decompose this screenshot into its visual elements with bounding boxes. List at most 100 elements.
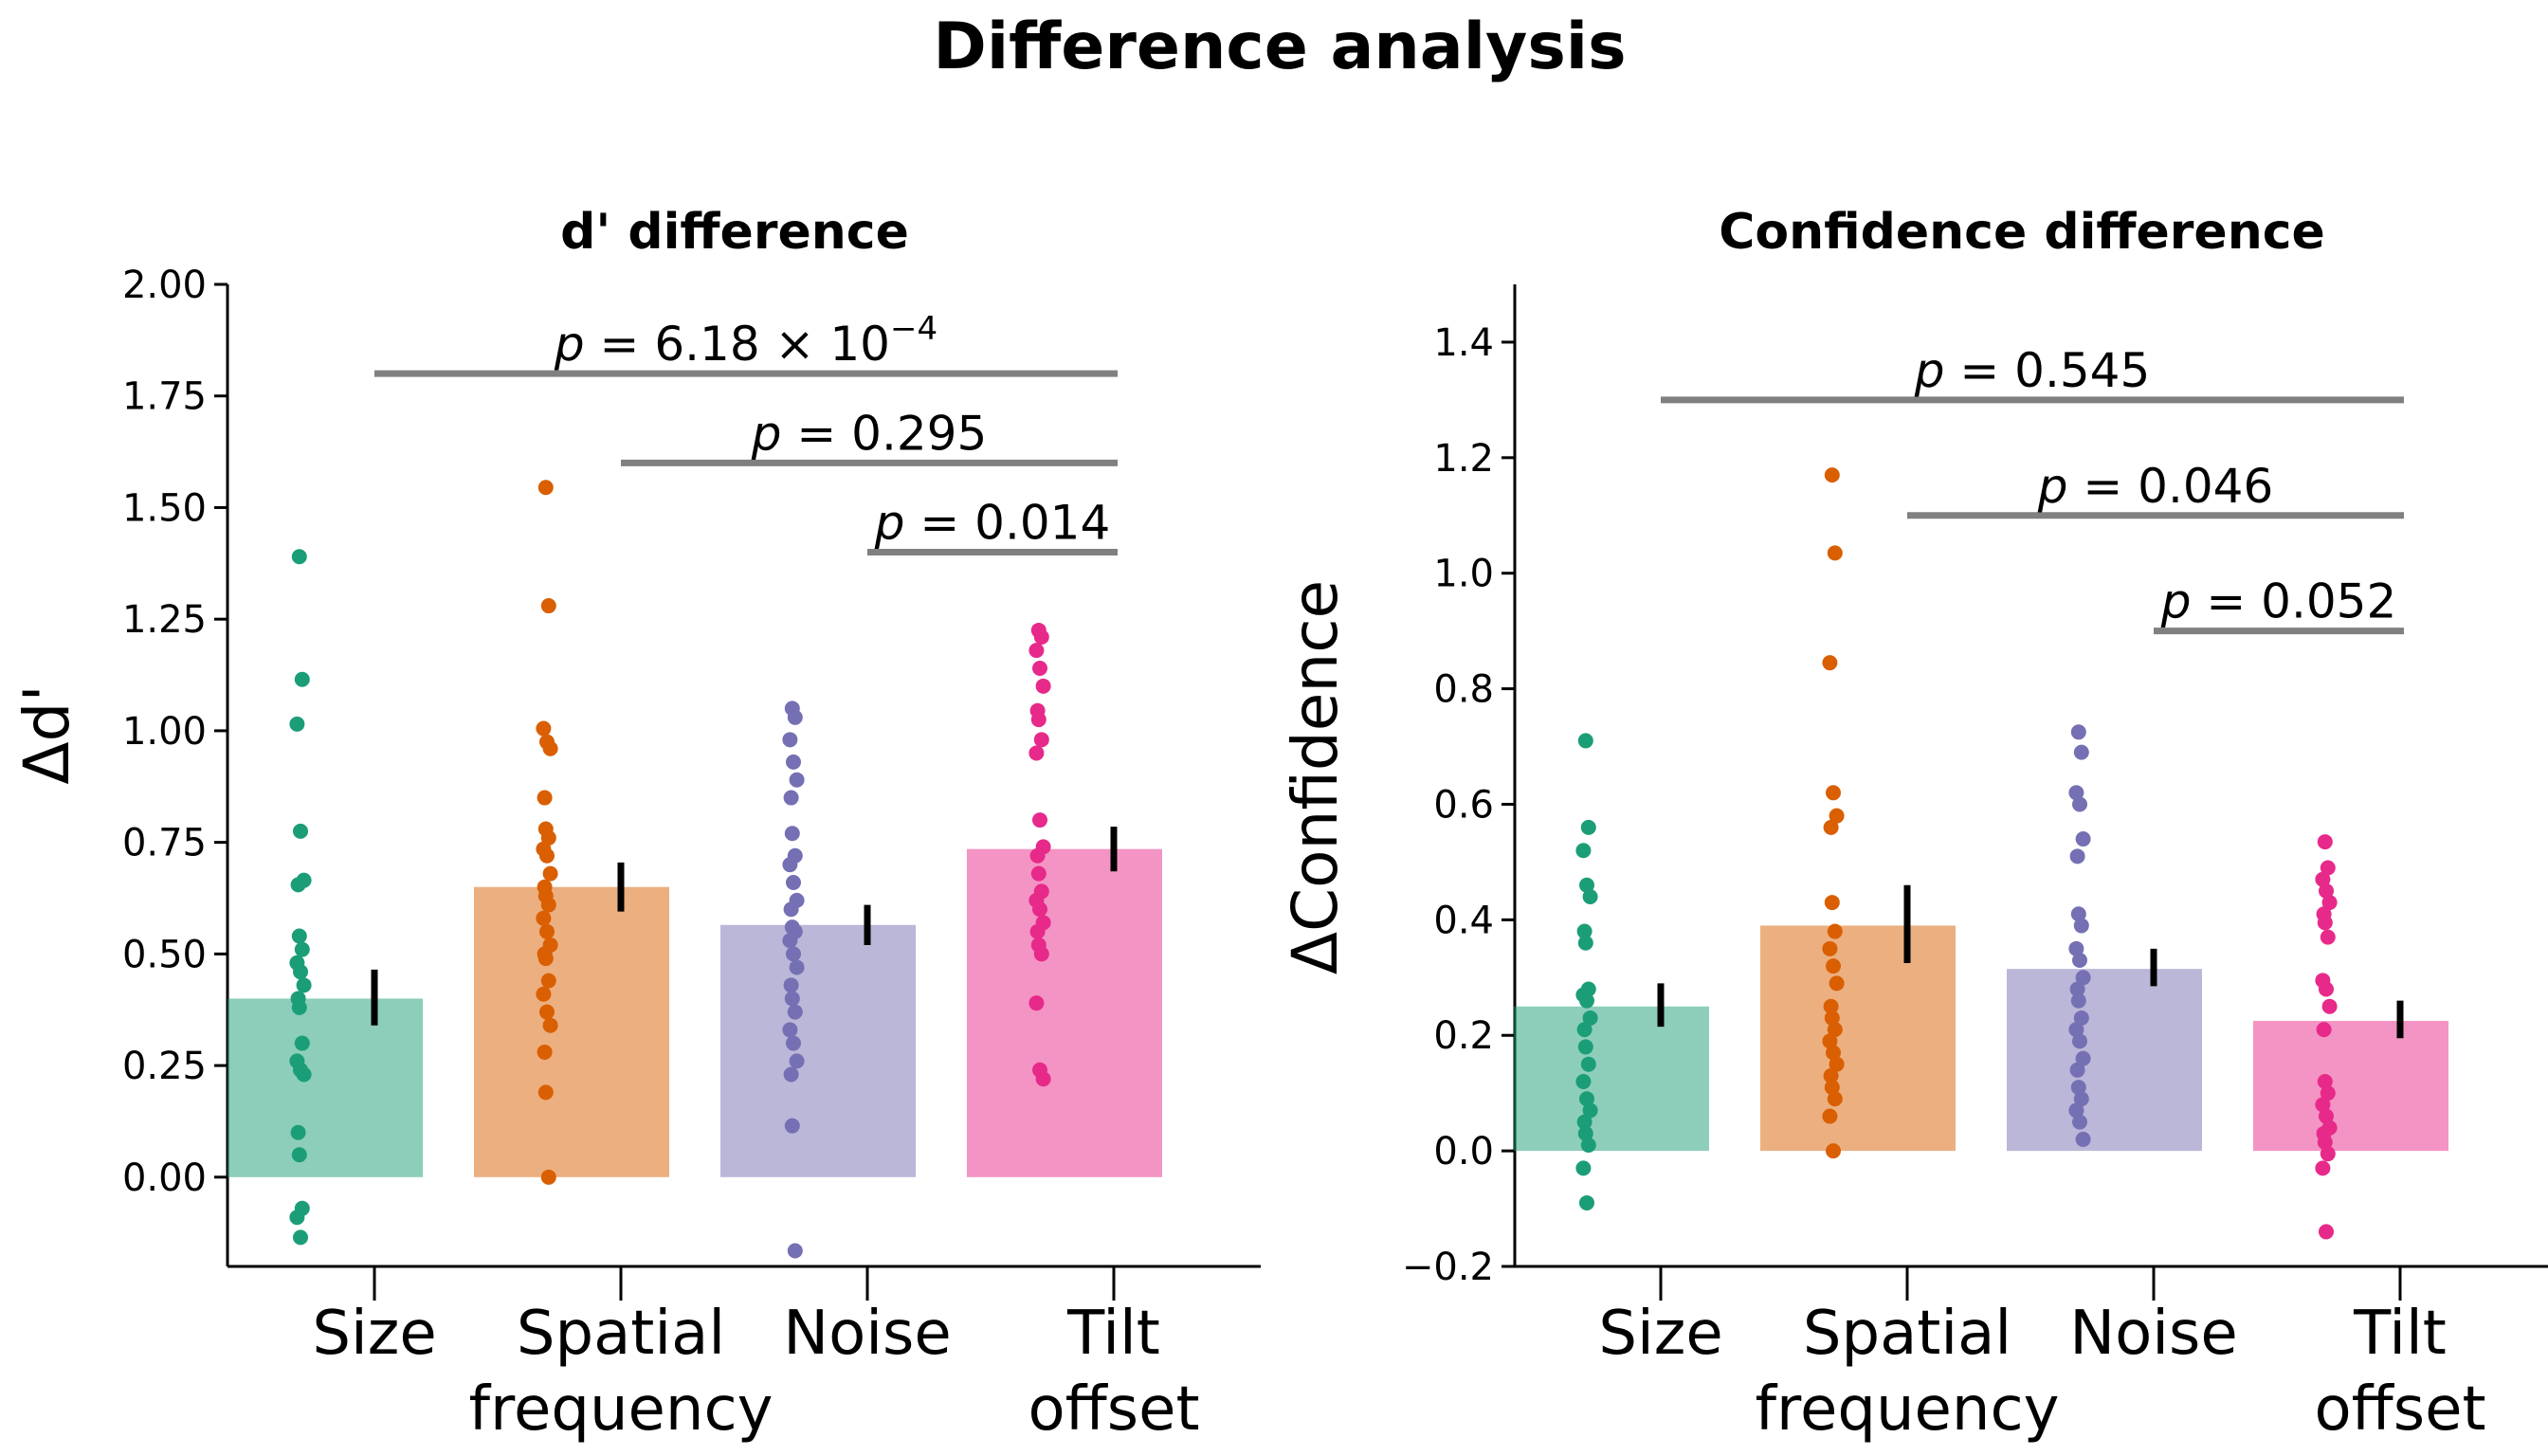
data-point [1827,1091,1843,1107]
data-point [2317,834,2333,850]
data-point [2069,1062,2085,1078]
data-point [290,1124,306,1140]
data-point [1029,847,1046,864]
y-tick-label: 2.00 [122,264,207,307]
data-point [782,857,798,873]
data-point [784,991,800,1007]
data-point [2072,1114,2087,1130]
data-point [289,1210,305,1226]
data-point [2320,1146,2336,1162]
bar [2253,1021,2448,1152]
data-point [1030,865,1046,882]
data-point [782,933,798,949]
data-point [1030,712,1046,728]
data-point [542,1017,558,1033]
data-point [1822,655,1838,671]
y-tick-label: 0.00 [122,1156,207,1200]
data-point [537,951,554,967]
p-value-label: p = 0.046 [2037,459,2274,514]
data-point [1582,1010,1598,1026]
data-point [2319,1224,2334,1240]
data-point [539,1004,555,1020]
data-point [2317,1134,2333,1150]
data-point [1577,733,1593,749]
data-point [784,1118,800,1134]
y-tick-label: 1.4 [1433,321,1494,365]
data-point [1029,923,1046,939]
x-tick-label: Tilt [1066,1299,1160,1369]
x-tick-label: Tilt [2353,1299,2447,1369]
data-point [2069,981,2085,997]
data-point [1822,940,1838,956]
data-point [296,977,312,993]
x-tick-label: frequency [1756,1374,2060,1445]
data-point [2321,998,2338,1014]
data-point [539,847,555,864]
data-point [1827,923,1843,939]
data-point [1826,958,1841,974]
y-tick-label: 1.2 [1433,437,1494,481]
data-point [539,923,555,939]
x-tick-label: Spatial [1803,1299,2011,1369]
data-point [1829,975,1845,992]
data-point [1577,1039,1593,1055]
data-point [1579,992,1594,1009]
p-symbol: p [751,406,782,461]
data-point [783,901,799,918]
data-point [1579,877,1594,893]
y-tick-label: 1.00 [122,710,207,754]
panel-title: d' difference [560,204,909,261]
x-tick-label: Noise [2069,1299,2238,1369]
data-point [1576,1022,1592,1038]
data-point [783,790,799,806]
data-point [2072,953,2087,969]
data-point [1028,643,1045,659]
y-tick-label: 0.25 [122,1045,207,1088]
data-point [294,1035,310,1051]
data-point [540,897,556,913]
data-point [1824,467,1840,483]
y-tick-label: 0.2 [1433,1014,1494,1058]
x-tick-label: Noise [783,1299,952,1369]
bar [720,924,916,1177]
data-point [2321,895,2338,911]
data-point [1827,545,1843,561]
data-point [2317,915,2333,931]
data-point [789,772,805,788]
data-point [2316,1022,2332,1038]
data-point [2072,1033,2087,1049]
bar [967,848,1162,1177]
y-tick-label: 0.8 [1433,668,1494,712]
data-point [1822,1108,1838,1124]
y-tick-label: −0.2 [1402,1246,1494,1289]
data-point [1575,843,1592,859]
data-point [1032,660,1047,676]
y-tick-label: 1.50 [122,486,207,530]
y-tick-label: 0.50 [122,933,207,976]
data-point [787,709,803,725]
data-point [537,790,553,806]
data-point [1028,745,1045,761]
data-point [1829,808,1845,824]
data-point [537,480,554,496]
data-point [540,1169,556,1185]
figure-title: Difference analysis [933,9,1626,84]
data-point [2073,744,2089,760]
data-point [2319,883,2334,899]
data-point [291,928,307,944]
p-value-exponent: −4 [890,310,937,348]
y-tick-label: 1.0 [1433,553,1494,596]
data-point [1032,901,1047,918]
data-point [1577,1125,1593,1141]
p-value: = 0.295 [781,406,987,461]
data-point [296,1066,312,1083]
panel-title: Confidence difference [1719,204,2325,261]
y-tick-label: 1.25 [122,598,207,642]
confidence-difference-panel: Confidence difference ΔConfidence 1.4 1.2 1.… [1279,204,2548,1445]
y-tick-label: 0.4 [1433,899,1494,942]
data-point [542,865,558,882]
data-point [293,1229,308,1246]
data-point [1576,1114,1592,1130]
p-value-label: p = 0.545 [1914,343,2151,398]
data-point [537,1084,554,1101]
